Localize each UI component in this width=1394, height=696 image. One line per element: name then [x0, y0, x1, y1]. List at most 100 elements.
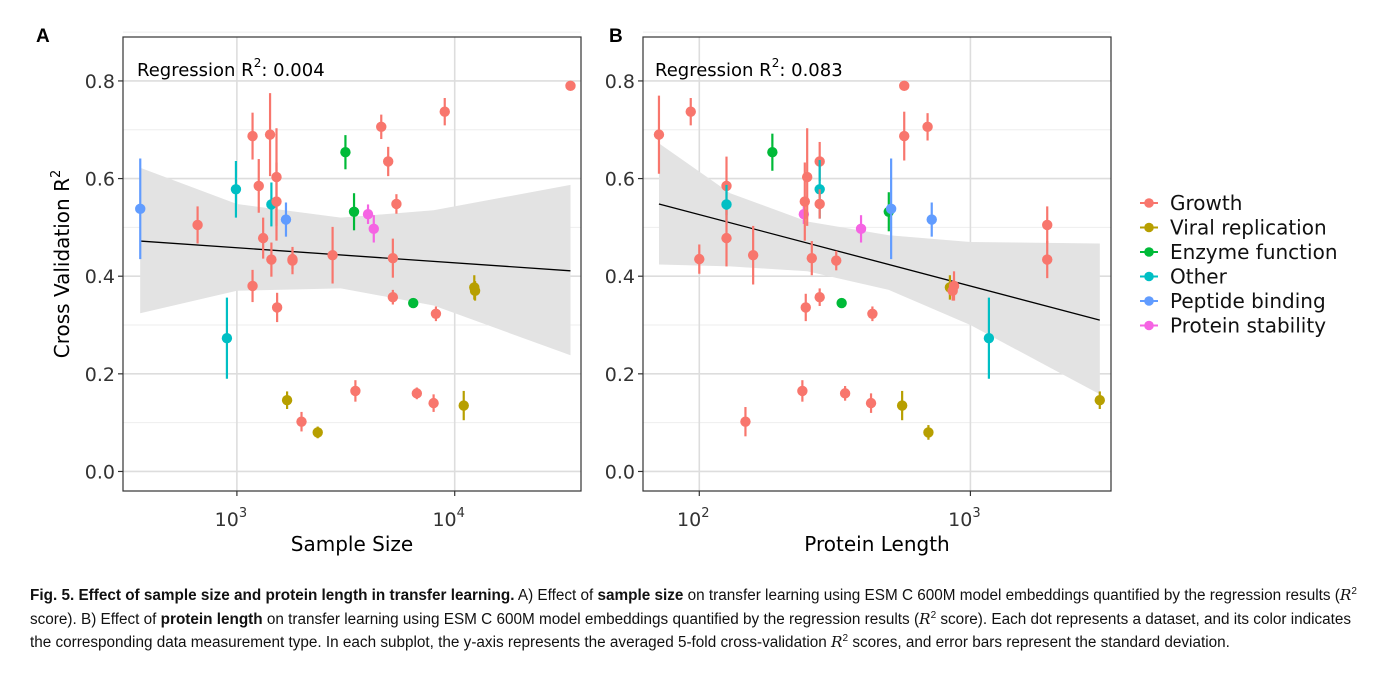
- panel-border-a: [122, 36, 582, 492]
- point-marker: [391, 198, 402, 210]
- point-marker: [281, 395, 293, 406]
- point-marker: [797, 385, 808, 397]
- regression-annotation-a: Regression R2: 0.004: [137, 56, 325, 81]
- data-point: [387, 238, 399, 278]
- point-marker: [885, 203, 897, 215]
- data-point: [747, 225, 759, 285]
- data-point: [721, 209, 732, 267]
- point-marker: [814, 291, 825, 303]
- point-marker: [296, 416, 307, 427]
- data-point: [271, 162, 282, 241]
- point-marker: [721, 232, 732, 244]
- legend-label: Viral replication: [1170, 216, 1327, 240]
- panel-border-b: [642, 36, 1112, 492]
- regression-line-b: [658, 203, 1100, 321]
- data-point: [376, 114, 387, 140]
- point-marker: [855, 223, 867, 235]
- legend-key-marker: [1144, 198, 1154, 208]
- data-point: [247, 112, 258, 160]
- x-axis-ticks-b: 102 103: [677, 491, 981, 531]
- y-tick-label: 0.4: [85, 266, 115, 288]
- caption-r2-sup: 2: [1351, 585, 1357, 597]
- point-marker: [899, 80, 910, 92]
- legend-key-marker: [1144, 247, 1154, 257]
- legend-label: Peptide binding: [1170, 289, 1326, 313]
- regression-line-a: [140, 240, 571, 272]
- point-marker: [192, 219, 203, 231]
- point-marker: [721, 199, 732, 210]
- caption-text: scores, and error bars represent the sta…: [848, 634, 1230, 651]
- legend-item: Enzyme function: [1140, 240, 1338, 264]
- point-marker: [1042, 254, 1053, 265]
- legend-key-marker: [1144, 320, 1154, 331]
- data-point: [266, 242, 277, 277]
- data-point: [685, 98, 696, 126]
- caption-r2-symbol: R: [919, 609, 931, 628]
- legend-label: Other: [1170, 265, 1228, 289]
- y-axis-ticks-b: 0.0 0.2 0.4 0.6 0.8: [605, 71, 643, 483]
- point-marker: [340, 147, 351, 158]
- data-point: [368, 215, 379, 243]
- data-point: [831, 250, 842, 271]
- data-point: [430, 306, 442, 322]
- y-tick-label: 0.2: [605, 364, 635, 386]
- x-tick-label: 104: [432, 506, 464, 531]
- y-axis-label-a: Cross Validation R2: [49, 170, 74, 358]
- y-tick-label: 0.4: [605, 266, 635, 288]
- caption-text: on transfer learning using ESM C 600M mo…: [262, 610, 920, 628]
- data-point: [948, 271, 960, 301]
- figure: A 0.0 0.2 0.4 0.6 0.8 103 104 Regression R2: …: [36, 26, 1338, 556]
- data-point: [391, 194, 402, 214]
- data-point: [287, 249, 298, 269]
- point-marker: [740, 416, 751, 427]
- x-axis-label-b: Protein Length: [804, 532, 949, 556]
- point-marker: [348, 206, 360, 217]
- data-point: [257, 217, 269, 259]
- data-point: [1042, 206, 1053, 244]
- y-tick-label: 0.6: [85, 169, 115, 191]
- x-axis-label-a: Sample Size: [291, 532, 413, 556]
- y-tick-label: 0.6: [605, 169, 635, 191]
- point-marker: [382, 156, 394, 167]
- point-marker: [685, 106, 696, 117]
- point-marker: [896, 400, 908, 411]
- panel-label-b: B: [609, 26, 623, 47]
- caption-text: score). Each dot represents a dataset, a…: [30, 610, 1352, 652]
- data-point: [801, 128, 813, 226]
- data-point: [865, 393, 877, 413]
- legend-key-marker: [1144, 222, 1154, 233]
- data-point: [281, 391, 293, 409]
- data-point: [814, 189, 825, 219]
- data-point: [264, 93, 276, 177]
- data-point: [340, 135, 351, 170]
- point-marker: [350, 385, 361, 397]
- point-marker: [865, 397, 877, 409]
- point-marker: [694, 253, 705, 265]
- point-marker: [312, 427, 323, 438]
- point-marker: [221, 333, 233, 344]
- legend-key-marker: [1144, 296, 1154, 306]
- point-marker: [247, 130, 258, 142]
- caption-emphasis-sample-size: sample size: [597, 587, 684, 604]
- data-point: [362, 204, 374, 224]
- point-marker: [271, 302, 283, 313]
- x-tick-label: 103: [948, 506, 980, 531]
- data-point: [382, 146, 394, 177]
- y-axis-ticks-a: 0.0 0.2 0.4 0.6 0.8: [85, 71, 123, 483]
- y-tick-label: 0.8: [85, 71, 115, 93]
- data-point: [1042, 241, 1053, 279]
- data-point: [408, 297, 419, 309]
- data-point: [922, 113, 933, 141]
- point-marker: [831, 255, 842, 266]
- point-marker: [280, 214, 292, 225]
- caption-emphasis-protein-length: protein length: [160, 610, 263, 628]
- point-marker: [899, 130, 910, 142]
- point-marker: [801, 171, 813, 183]
- point-marker: [800, 302, 811, 313]
- point-marker: [253, 180, 264, 192]
- point-marker: [408, 297, 419, 309]
- point-marker: [439, 106, 450, 117]
- point-marker: [247, 280, 258, 292]
- data-point: [800, 293, 811, 322]
- data-point: [271, 292, 283, 323]
